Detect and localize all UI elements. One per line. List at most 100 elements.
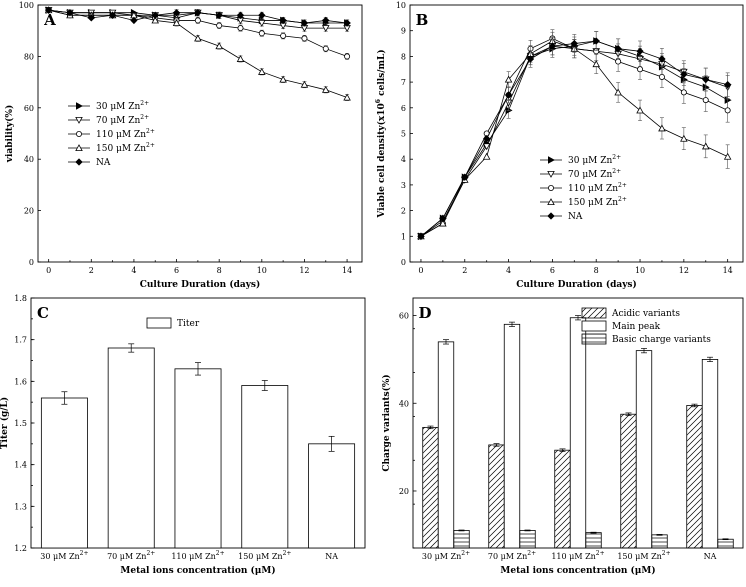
- legend: Titer: [146, 317, 200, 329]
- legend-marker: [76, 102, 83, 110]
- data-point: [592, 37, 600, 45]
- x-tick-label: 10: [257, 266, 267, 275]
- data-point: [322, 45, 329, 52]
- x-tick-label: 8: [594, 266, 599, 275]
- data-point: [279, 75, 287, 83]
- legend-label: 30 μM Zn2+: [96, 100, 149, 112]
- data-point: [280, 32, 287, 39]
- data-point: [723, 81, 732, 89]
- legend-marker: [75, 117, 83, 124]
- data-point: [592, 60, 600, 68]
- bar: [503, 323, 521, 549]
- data-point: [723, 152, 732, 160]
- legend-label: 150 μM Zn2+: [568, 196, 627, 208]
- data-point: [236, 55, 245, 62]
- bar: [308, 443, 356, 549]
- x-tick-label: NA: [325, 552, 338, 561]
- panel-a: 0 20 40 60 80 100 0 2 4 6 8 10 12 14 Culture Duration …: [4, 1, 363, 290]
- data-point: [548, 42, 557, 50]
- x-tick-label: 70 μM Zn2+: [107, 550, 155, 561]
- x-tick-label: 14: [342, 266, 352, 275]
- legend: 30 μM Zn2+ 70 μM Zn2+ 110 μM Zn2+ 150 μM Zn…: [68, 100, 155, 168]
- data-point: [321, 25, 330, 33]
- y-tick-label: 20: [24, 207, 34, 216]
- data-point: [701, 142, 710, 150]
- x-tick-label: 4: [506, 266, 511, 275]
- legend-label: 70 μM Zn2+: [96, 114, 149, 126]
- data-point: [279, 16, 287, 25]
- y-tick-label: 8: [401, 52, 406, 61]
- data-point: [44, 6, 53, 14]
- data-point: [236, 11, 245, 19]
- legend-label: 30 μM Zn2+: [568, 154, 621, 166]
- panel-label: B: [416, 11, 429, 29]
- data-point: [215, 42, 223, 50]
- data-point: [258, 30, 265, 37]
- data-point: [658, 124, 666, 132]
- panel-a-plot-frame: [37, 4, 363, 263]
- panel-label: D: [418, 304, 431, 322]
- data-point: [87, 14, 95, 22]
- data-point: [300, 80, 309, 88]
- data-point: [216, 22, 223, 29]
- y-axis-title: Titer (g/L): [0, 397, 10, 449]
- x-tick-label: 12: [299, 266, 309, 275]
- x-tick-label: 8: [217, 266, 222, 275]
- y-axis-title: viability(%): [4, 105, 15, 164]
- data-point: [258, 67, 266, 75]
- legend-swatch: [581, 333, 607, 345]
- legend-label: Basic charge variants: [612, 335, 711, 345]
- y-tick-label: 6: [401, 104, 406, 113]
- legend: Acidic variants Main peak Basic charge var…: [581, 307, 711, 345]
- data-point: [680, 70, 688, 79]
- data-point: [724, 107, 731, 114]
- y-tick-label: 40: [399, 399, 409, 408]
- series-1: [40, 343, 356, 549]
- panel-c: 1.2 1.3 1.4 1.5 1.6 1.7 1.8 30 μM Zn2+ 70 μM Zn2…: [0, 294, 366, 576]
- panel-label: C: [37, 304, 49, 322]
- data-point: [636, 106, 644, 114]
- data-point: [258, 19, 266, 27]
- y-tick-label: 80: [24, 52, 34, 61]
- legend-label: NA: [568, 212, 583, 222]
- x-axis-title: Culture Duration (days): [140, 279, 261, 290]
- legend-label: Main peak: [612, 322, 661, 332]
- x-tick-label: 30 μM Zn2+: [40, 550, 88, 561]
- data-point: [344, 53, 351, 60]
- data-point: [615, 58, 622, 65]
- bar: [422, 426, 439, 549]
- x-tick-label: 2: [89, 266, 94, 275]
- data-point: [658, 55, 666, 63]
- data-point: [680, 134, 688, 142]
- legend-label: NA: [96, 158, 111, 168]
- data-point: [258, 11, 266, 19]
- x-tick-label: 150 μM Zn2+: [238, 550, 291, 561]
- y-tick-label: 9: [401, 27, 406, 36]
- data-point: [439, 219, 447, 227]
- y-tick-label: 0: [29, 258, 34, 267]
- legend-label: Titer: [177, 319, 200, 329]
- y-tick-label: 1.4: [14, 461, 27, 470]
- data-point: [637, 66, 644, 73]
- series-5: [417, 31, 732, 240]
- bar: [569, 317, 587, 549]
- x-tick-label: 6: [174, 266, 179, 275]
- x-tick-label: 2: [462, 266, 467, 275]
- bar: [651, 534, 668, 549]
- data-point: [151, 16, 160, 24]
- data-point: [66, 9, 74, 17]
- legend-marker: [547, 212, 555, 220]
- y-tick-label: 7: [401, 78, 406, 87]
- x-tick-label: NA: [704, 552, 717, 561]
- series-2: [437, 315, 719, 549]
- y-tick-label: 4: [401, 155, 406, 164]
- y-tick-label: 1.5: [14, 419, 27, 428]
- y-tick-label: 100: [19, 1, 34, 10]
- data-point: [343, 19, 351, 27]
- data-point: [461, 173, 469, 181]
- y-tick-label: 1.8: [14, 294, 27, 303]
- y-tick-label: 0: [401, 258, 406, 267]
- data-point: [702, 97, 709, 104]
- bar: [453, 530, 470, 549]
- y-axis-title: Viable cell density(x106 cells/mL): [375, 49, 387, 218]
